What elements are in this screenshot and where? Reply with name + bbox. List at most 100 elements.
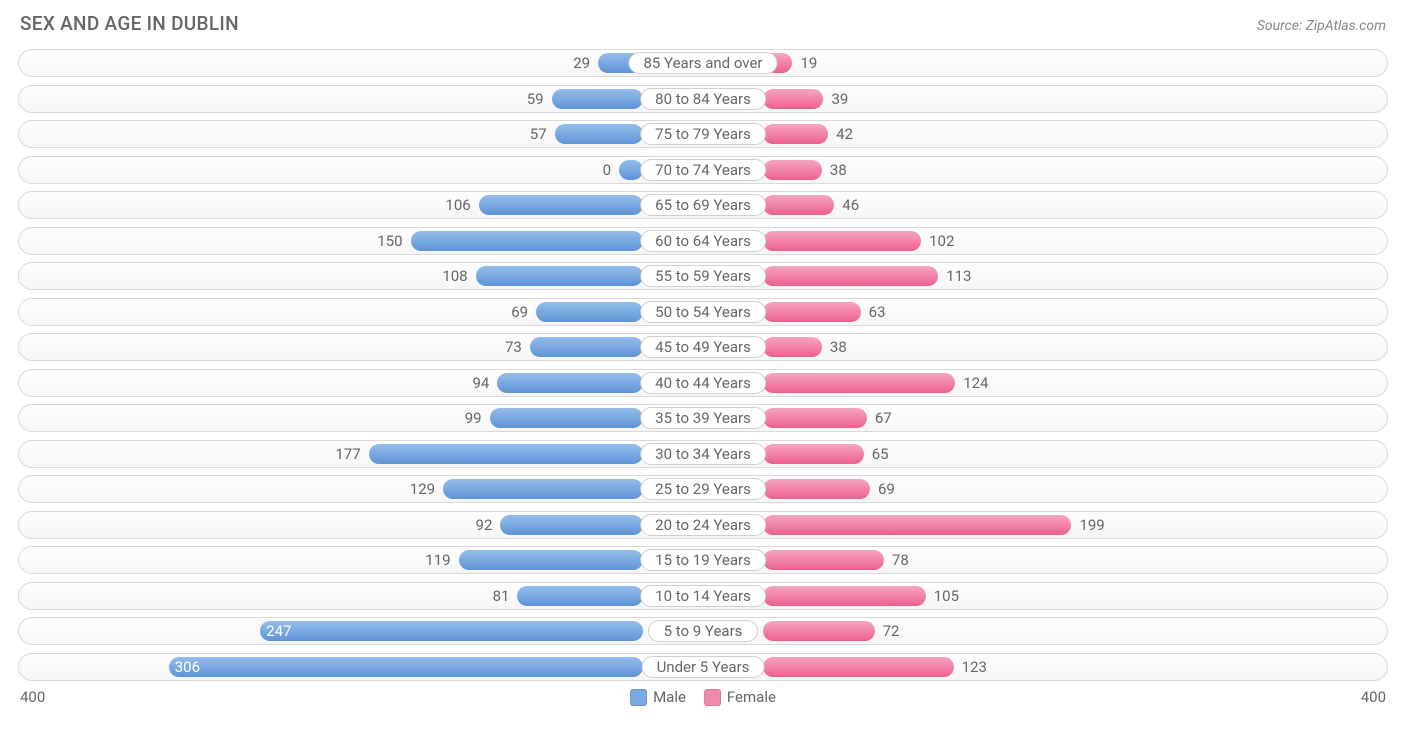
bar-row: 306123Under 5 Years	[18, 653, 1388, 681]
legend-label-female: Female	[727, 688, 776, 706]
category-label: 50 to 54 Years	[640, 301, 766, 323]
value-female: 42	[828, 124, 853, 144]
bar-female: 63	[763, 302, 861, 322]
bar-female: 124	[763, 373, 955, 393]
category-label: 70 to 74 Years	[640, 159, 766, 181]
bar-row: 9412440 to 44 Years	[18, 369, 1388, 397]
bar-female: 38	[763, 160, 822, 180]
bar-female: 102	[763, 231, 921, 251]
value-male: 59	[527, 89, 552, 109]
bar-row: 996735 to 39 Years	[18, 404, 1388, 432]
value-male: 129	[410, 479, 443, 499]
value-female: 123	[954, 657, 987, 677]
bar-female: 78	[763, 550, 884, 570]
value-female: 38	[822, 160, 847, 180]
bar-row: 57 42 75 to 79 Years	[18, 120, 1388, 148]
bar-male: 119	[459, 550, 643, 570]
value-female: 78	[884, 550, 909, 570]
legend-swatch-female	[704, 689, 721, 706]
value-female: 39	[823, 89, 848, 109]
value-male: 119	[425, 550, 458, 570]
category-label: 25 to 29 Years	[640, 478, 766, 500]
bar-male: 69	[536, 302, 643, 322]
bar-male: 177	[369, 444, 643, 464]
axis-max-right: 400	[1361, 688, 1386, 706]
value-female: 199	[1071, 515, 1104, 535]
bar-row: 129 69 25 to 29 Years	[18, 475, 1388, 503]
bar-row: 03870 to 74 Years	[18, 156, 1388, 184]
bar-row: 247725 to 9 Years	[18, 617, 1388, 645]
value-male: 29	[573, 53, 598, 73]
bar-male: 108	[476, 266, 643, 286]
value-female: 46	[834, 195, 859, 215]
chart-source: Source: ZipAtlas.com	[1257, 18, 1386, 34]
bar-row: 291985 Years and over	[18, 49, 1388, 77]
bar-female: 46	[763, 195, 834, 215]
legend-swatch-male	[630, 689, 647, 706]
category-label: 20 to 24 Years	[640, 514, 766, 536]
bar-female: 123	[763, 657, 954, 677]
bar-row: 177 6530 to 34 Years	[18, 440, 1388, 468]
category-label: 75 to 79 Years	[640, 123, 766, 145]
category-label: 10 to 14 Years	[640, 585, 766, 607]
legend-item-male: Male	[630, 688, 686, 706]
value-male: 306	[175, 657, 200, 677]
category-label: 40 to 44 Years	[640, 372, 766, 394]
bar-row: 9219920 to 24 Years	[18, 511, 1388, 539]
value-male: 57	[530, 124, 555, 144]
bar-male: 247	[260, 621, 643, 641]
bar-male: 306	[169, 657, 643, 677]
bar-row: 73 3845 to 49 Years	[18, 333, 1388, 361]
bar-row: 8110510 to 14 Years	[18, 582, 1388, 610]
category-label: 5 to 9 Years	[648, 620, 758, 642]
category-label: 45 to 49 Years	[640, 336, 766, 358]
chart-header: SEX AND AGE IN DUBLIN Source: ZipAtlas.c…	[18, 10, 1388, 35]
legend: Male Female	[630, 688, 776, 706]
legend-item-female: Female	[704, 688, 776, 706]
bar-male: 129	[443, 479, 643, 499]
bar-female: 67	[763, 408, 867, 428]
value-male: 106	[445, 195, 478, 215]
value-female: 102	[921, 231, 954, 251]
bar-male: 73	[530, 337, 643, 357]
chart-footer: 400 Male Female 400	[18, 688, 1388, 712]
value-female: 113	[938, 266, 971, 286]
bar-male: 106	[479, 195, 643, 215]
chart-title: SEX AND AGE IN DUBLIN	[20, 12, 239, 35]
bar-male: 150	[411, 231, 644, 251]
bar-female: 72	[763, 621, 875, 641]
bar-male: 59	[552, 89, 643, 109]
bar-female: 65	[763, 444, 864, 464]
bar-female: 39	[763, 89, 823, 109]
category-label: 60 to 64 Years	[640, 230, 766, 252]
bar-male: 92	[500, 515, 643, 535]
value-male: 94	[472, 373, 497, 393]
value-female: 19	[792, 53, 817, 73]
value-male: 81	[493, 586, 518, 606]
value-male: 73	[505, 337, 530, 357]
bar-row: 1064665 to 69 Years	[18, 191, 1388, 219]
legend-label-male: Male	[653, 688, 686, 706]
value-female: 124	[955, 373, 988, 393]
bar-male: 94	[497, 373, 643, 393]
value-female: 67	[867, 408, 892, 428]
bar-row: 15010260 to 64 Years	[18, 227, 1388, 255]
bar-male: 81	[517, 586, 643, 606]
bar-row: 1197815 to 19 Years	[18, 546, 1388, 574]
value-female: 69	[870, 479, 895, 499]
bar-female: 199	[763, 515, 1071, 535]
value-female: 72	[875, 621, 900, 641]
category-label: 30 to 34 Years	[640, 443, 766, 465]
bar-row: 10811355 to 59 Years	[18, 262, 1388, 290]
value-male: 92	[476, 515, 501, 535]
bar-male: 57	[555, 124, 643, 144]
bar-row: 593980 to 84 Years	[18, 85, 1388, 113]
axis-max-left: 400	[20, 688, 45, 706]
value-male: 69	[511, 302, 536, 322]
value-male: 108	[442, 266, 475, 286]
value-male: 177	[335, 444, 368, 464]
value-female: 63	[861, 302, 886, 322]
bar-female: 38	[763, 337, 822, 357]
category-label: 65 to 69 Years	[640, 194, 766, 216]
bar-female: 113	[763, 266, 938, 286]
